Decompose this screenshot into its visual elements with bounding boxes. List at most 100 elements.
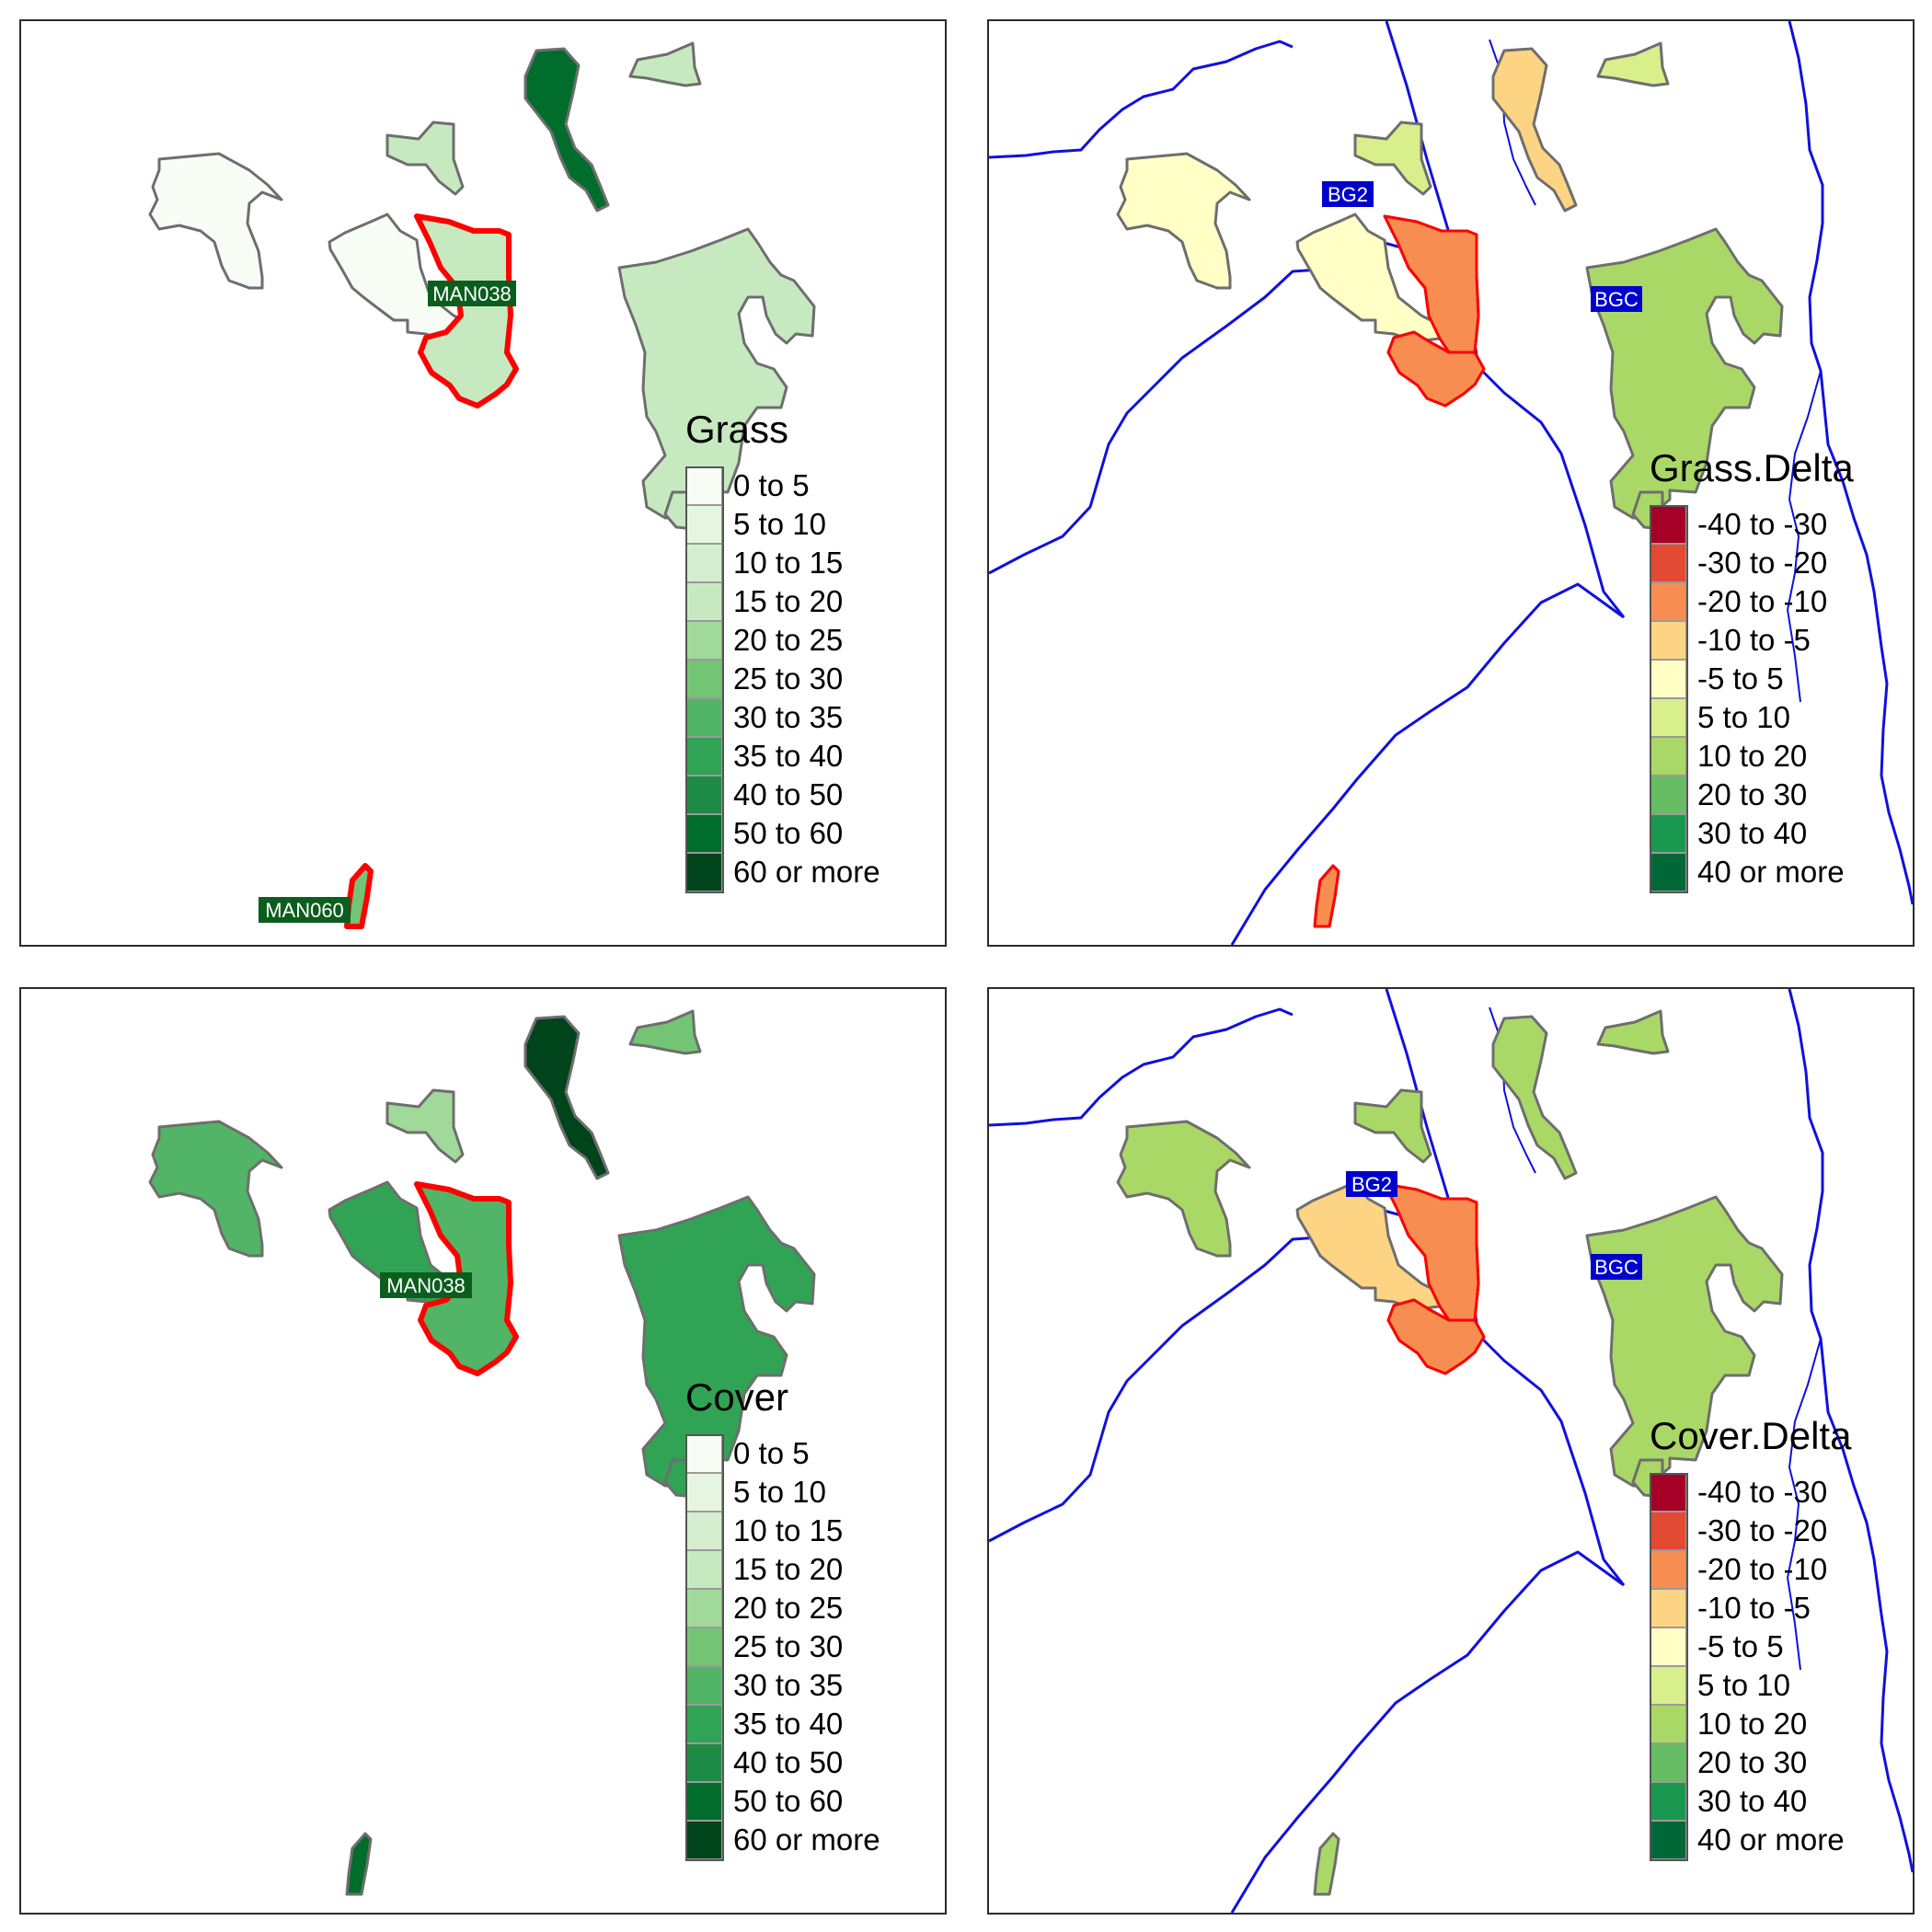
- legend-swatch: [685, 1473, 722, 1512]
- legend-label: 20 to 30: [1697, 777, 1808, 811]
- legend-swatch: [685, 853, 722, 891]
- legend-label: 15 to 20: [733, 1552, 844, 1586]
- svg-text:MAN038: MAN038: [386, 1274, 466, 1297]
- legend-title: Cover.Delta: [1650, 1414, 1852, 1457]
- river-east-channel: [1788, 989, 1913, 1873]
- legend-swatch: [1650, 737, 1686, 776]
- legend-swatch: [685, 505, 722, 544]
- legend-swatch: [685, 582, 722, 621]
- legend-label: 50 to 60: [733, 816, 844, 850]
- legend-label: 30 to 35: [733, 1668, 844, 1702]
- river-east-channel: [1788, 21, 1913, 905]
- map-panel-cover-delta: BG2 BGC Cover.Delta -40 to -30 -30 to -20…: [987, 987, 1915, 1915]
- legend-swatch: [1650, 814, 1686, 853]
- map-canvas: BG2 BGC: [989, 21, 1913, 945]
- legend-swatch: [1650, 1666, 1686, 1705]
- polygon-northwest: [1116, 152, 1251, 290]
- legend-label: 40 to 50: [733, 1745, 844, 1779]
- legend-swatch: [1650, 698, 1686, 737]
- highlight-bg2-south-outline: [1386, 1298, 1486, 1375]
- legend-swatch: [1650, 1743, 1686, 1782]
- polygon-south-site: [345, 1832, 373, 1896]
- legend-swatch: [685, 1434, 722, 1473]
- legend-label: -5 to 5: [1697, 661, 1784, 696]
- river-west: [989, 240, 1480, 575]
- site-label-bg2: BG2: [1322, 181, 1374, 207]
- legend-label: 5 to 10: [733, 1475, 826, 1509]
- site-label-man038: MAN038: [428, 281, 516, 306]
- legend-label: -20 to -10: [1697, 1552, 1828, 1586]
- polygon-north-strip: [1491, 47, 1578, 213]
- legend-swatch: [1650, 853, 1686, 891]
- legend-swatch: [685, 1743, 722, 1782]
- legend-swatch: [685, 1705, 722, 1743]
- river-south: [1230, 582, 1625, 945]
- legend-label: 25 to 30: [733, 661, 844, 696]
- legend-label: 5 to 10: [733, 507, 826, 541]
- legend-swatch: [1650, 1782, 1686, 1821]
- legend-swatch: [685, 660, 722, 698]
- legend-swatch: [685, 1589, 722, 1627]
- legend-swatch: [685, 1550, 722, 1589]
- legend-swatch: [685, 466, 722, 505]
- legend-swatch: [685, 698, 722, 737]
- legend-label: -30 to -20: [1697, 546, 1828, 580]
- legend-label: 40 or more: [1697, 855, 1845, 889]
- polygon-north-strip: [1491, 1015, 1578, 1180]
- legend-label: 35 to 40: [733, 739, 844, 773]
- legend-swatch: [1650, 1550, 1686, 1589]
- legend-label: 30 to 40: [1697, 1784, 1808, 1818]
- polygon-northeast-small: [1596, 41, 1670, 87]
- legend-swatch: [685, 1782, 722, 1821]
- legend-swatch: [685, 814, 722, 853]
- svg-text:MAN060: MAN060: [265, 899, 344, 922]
- legend-label: 15 to 20: [733, 584, 844, 618]
- legend-label: 60 or more: [733, 1823, 880, 1857]
- legend-swatch: [685, 621, 722, 660]
- legend-label: 20 to 25: [733, 1591, 844, 1625]
- map-panel-grass: MAN038 MAN060 Grass 0 to 5 5 to 10 10 to 1…: [19, 19, 947, 947]
- legend-label: 0 to 5: [733, 468, 810, 502]
- polygon-north-small: [1353, 121, 1432, 196]
- legend-label: 20 to 30: [1697, 1745, 1808, 1779]
- polygon-northwest: [148, 1120, 283, 1258]
- legend-swatch: [685, 1627, 722, 1666]
- legend-swatch: [685, 1821, 722, 1859]
- map-panel-cover: MAN038 Cover 0 to 5 5 to 10 10 to 15 15 to …: [19, 987, 947, 1915]
- river-south: [1230, 1550, 1625, 1913]
- highlight-bg2-south-outline: [1386, 330, 1486, 408]
- river-upper-left: [989, 40, 1294, 159]
- site-label-bgc: BGC: [1591, 1254, 1642, 1280]
- legend-label: 40 or more: [1697, 1823, 1845, 1857]
- polygon-northwest: [148, 152, 283, 290]
- polygon-northeast-small: [628, 1009, 702, 1055]
- legend-label: 20 to 25: [733, 623, 844, 657]
- site-label-bgc: BGC: [1591, 286, 1642, 312]
- polygon-northeast-small: [1596, 1009, 1670, 1055]
- highlight-south-outline: [1313, 864, 1340, 928]
- river-upper-left: [989, 1007, 1294, 1127]
- legend-label: 10 to 15: [733, 1513, 844, 1547]
- legend-swatch: [685, 737, 722, 776]
- legend-swatch: [685, 544, 722, 582]
- legend-label: 5 to 10: [1697, 700, 1790, 734]
- legend-label: 10 to 15: [733, 546, 844, 580]
- legend-label: -10 to -5: [1697, 1591, 1811, 1625]
- legend-label: 25 to 30: [733, 1629, 844, 1663]
- legend-swatch: [1650, 660, 1686, 698]
- legend-swatch: [1650, 505, 1686, 544]
- legend-title: Grass: [685, 408, 789, 451]
- legend-label: 60 or more: [733, 855, 880, 889]
- legend-label: -40 to -30: [1697, 1475, 1828, 1509]
- polygon-north-small: [385, 1088, 465, 1164]
- legend-swatch: [1650, 544, 1686, 582]
- legend-label: 0 to 5: [733, 1436, 810, 1470]
- legend-label: 50 to 60: [733, 1784, 844, 1818]
- legend-label: 30 to 35: [733, 700, 844, 734]
- map-canvas: MAN038: [148, 1009, 816, 1896]
- polygon-northwest: [1116, 1120, 1251, 1258]
- site-label-man038: MAN038: [380, 1272, 472, 1298]
- legend-swatch: [1650, 582, 1686, 621]
- legend-swatch: [1650, 776, 1686, 814]
- river-west: [989, 1208, 1480, 1543]
